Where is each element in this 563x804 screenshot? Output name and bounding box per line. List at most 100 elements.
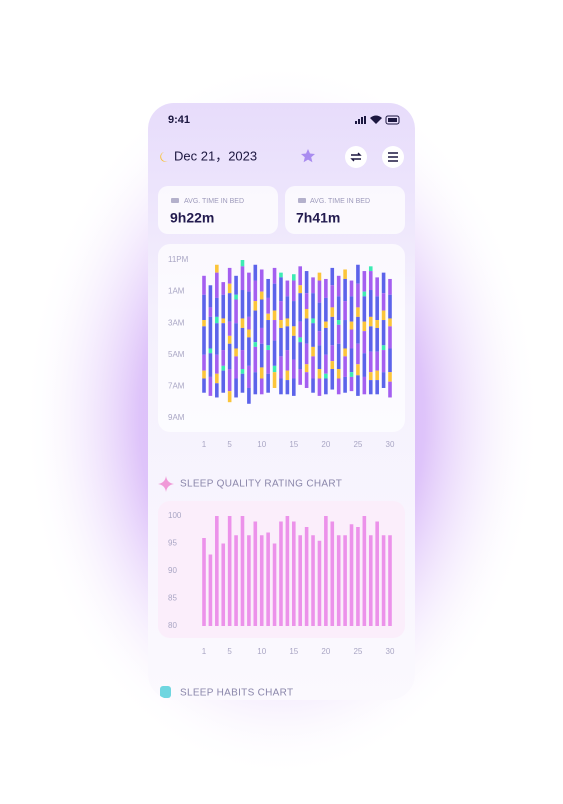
sleep-segment — [317, 369, 322, 379]
sleep-segment — [259, 343, 264, 368]
sleep-segment — [221, 370, 226, 393]
sleep-segment — [234, 294, 238, 300]
sleep-segment — [253, 346, 258, 373]
sleep-segment — [330, 369, 335, 390]
sleep-segment — [215, 264, 219, 273]
sleep-segment — [221, 365, 226, 371]
sleep-segment — [356, 364, 360, 376]
sleep-segment — [330, 267, 335, 286]
sleep-segment — [208, 307, 213, 317]
bar — [304, 527, 309, 626]
sleep-segment — [298, 342, 303, 370]
sleep-segment — [343, 348, 347, 357]
sleep-segment — [349, 280, 354, 297]
bar — [208, 554, 213, 626]
sleep-segment — [388, 381, 392, 398]
sleep-segment — [291, 274, 296, 281]
bar — [234, 535, 238, 626]
sleep-segment — [330, 361, 335, 370]
sleep-segment — [298, 285, 303, 294]
sleep-segment — [343, 320, 347, 349]
sleep-segment — [240, 350, 245, 370]
sleep-segment — [311, 378, 315, 393]
sleep-segment — [253, 301, 258, 311]
sleep-segment — [368, 316, 373, 327]
bed-icon — [298, 198, 306, 203]
x-tick-label: 10 — [257, 440, 266, 449]
y-tick-label: 3AM — [168, 318, 185, 327]
sleep-segment — [234, 299, 238, 324]
sleep-segment — [253, 372, 258, 395]
sleep-segment — [388, 326, 392, 349]
sleep-segment — [349, 376, 354, 392]
sleep-segment — [227, 335, 232, 344]
sleep-segment — [266, 278, 270, 298]
sleep-segment — [240, 369, 245, 374]
x-tick-label: 15 — [289, 440, 298, 449]
sleep-segment — [259, 299, 264, 328]
sleep-segment — [375, 380, 379, 395]
sleep-segment — [240, 290, 245, 319]
x-tick-label: 1 — [202, 440, 207, 449]
sleep-segment — [285, 350, 290, 371]
sleep-segment — [202, 320, 206, 327]
sleep-segment — [291, 335, 296, 360]
sleep-segment — [356, 283, 360, 308]
y-tick-label: 9AM — [168, 413, 185, 422]
sleep-segment — [259, 327, 264, 344]
sleep-segment — [298, 321, 303, 338]
sleep-segment — [215, 323, 219, 355]
sleep-segment — [324, 297, 328, 322]
bar — [253, 521, 258, 626]
y-tick-label: 90 — [168, 566, 177, 575]
bar — [285, 516, 290, 626]
stat-label: AVG. TIME IN BED — [184, 198, 244, 205]
sparkle-icon — [158, 476, 174, 492]
sleep-segment — [215, 297, 219, 317]
bar — [227, 516, 232, 626]
sleep-segment — [279, 320, 283, 328]
sleep-segment — [259, 269, 264, 292]
y-tick-label: 100 — [168, 511, 182, 520]
date[interactable]: Dec 21，2023 — [174, 148, 257, 163]
bar — [343, 535, 347, 626]
bar — [240, 516, 245, 626]
x-tick-label: 15 — [289, 647, 298, 656]
stat-value: 7h41m — [296, 210, 340, 226]
sleep-segment — [215, 373, 219, 384]
status-icons — [355, 115, 400, 125]
switch-button[interactable] — [345, 146, 367, 168]
sleep-segment — [381, 372, 386, 388]
sleep-segment — [388, 294, 392, 319]
sleep-segment — [343, 356, 347, 377]
sleep-segment — [324, 278, 328, 298]
sleep-segment — [375, 370, 379, 381]
sleep-segment — [298, 293, 303, 322]
sleep-segment — [227, 321, 232, 336]
sleep-segment — [362, 331, 367, 354]
sleep-segment — [362, 271, 367, 292]
sleep-segment — [234, 275, 238, 295]
stat-card — [285, 186, 405, 234]
sleep-segment — [266, 373, 270, 393]
sleep-segment — [362, 353, 367, 377]
sleep-segment — [343, 278, 347, 302]
sleep-segment — [247, 272, 251, 292]
sleep-segment — [266, 345, 270, 351]
status-time: 9:41 — [168, 114, 190, 126]
sleep-segment — [324, 354, 328, 374]
sleep-segment — [324, 327, 328, 355]
x-tick-label: 5 — [227, 440, 232, 449]
sleep-segment — [259, 291, 264, 300]
sleep-segment — [356, 307, 360, 317]
sleep-segment — [285, 318, 290, 327]
sleep-segment — [221, 323, 226, 351]
sleep-segment — [356, 375, 360, 396]
x-tick-label: 25 — [353, 440, 362, 449]
sleep-segment — [221, 350, 226, 366]
star-icon — [301, 149, 315, 163]
bar — [215, 516, 219, 626]
sleep-segment — [368, 351, 373, 373]
sleep-segment — [324, 321, 328, 328]
sleep-segment — [330, 307, 335, 317]
